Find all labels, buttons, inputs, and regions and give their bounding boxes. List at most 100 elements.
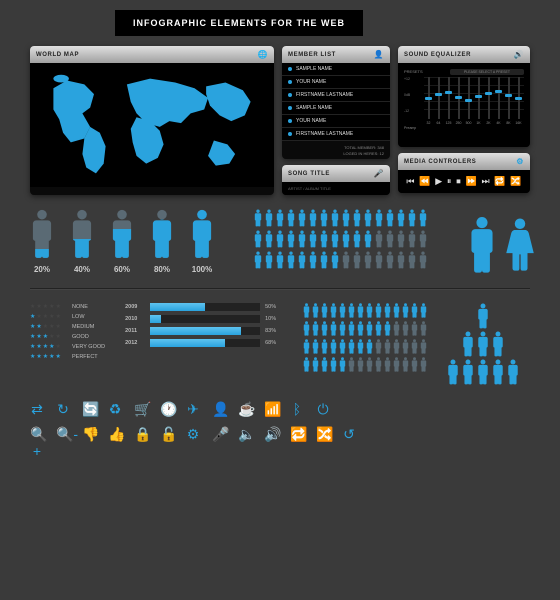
- year-bar-row: 2009 50%: [125, 303, 283, 311]
- song-panel: SONG TITLE 🎤 ARTIST / ALBUM TITLE: [282, 165, 390, 195]
- member-name: YOUR NAME: [296, 118, 326, 124]
- eq-slider[interactable]: 32: [425, 77, 432, 125]
- tiny-person-icon: [393, 303, 400, 318]
- tiny-person-icon: [375, 357, 382, 372]
- tiny-person-icon: [364, 230, 372, 248]
- loop-icon: ↺: [342, 426, 356, 459]
- tiny-person-icon: [276, 251, 284, 269]
- tiny-person-icon: [419, 251, 427, 269]
- eq-slider[interactable]: 16K: [515, 77, 522, 125]
- eq-slider[interactable]: 250: [455, 77, 462, 125]
- member-list-body: SAMPLE NAMEYOUR NAMEFIRSTNAME LASTNAMESA…: [282, 63, 390, 141]
- eq-slider[interactable]: 2K: [485, 77, 492, 125]
- member-row[interactable]: SAMPLE NAME: [282, 102, 390, 115]
- tiny-person-icon: [364, 209, 372, 227]
- tiny-person-icon: [366, 357, 373, 372]
- star-label: VERY GOOD: [72, 344, 105, 350]
- member-row[interactable]: YOUR NAME: [282, 76, 390, 89]
- tiny-person-icon: [397, 209, 405, 227]
- tiny-person-icon: [348, 321, 355, 336]
- member-list-footer: TOTAL MEMBER: 348 LOGED IN HERES: 12: [282, 141, 390, 159]
- eq-slider[interactable]: 8K: [505, 77, 512, 125]
- repeat-icon[interactable]: 🔁: [494, 176, 505, 187]
- member-row[interactable]: FIRSTNAME LASTNAME: [282, 128, 390, 141]
- tiny-person-icon: [276, 230, 284, 248]
- microphone-icon: 🎤: [212, 426, 226, 459]
- prev-icon[interactable]: ⏮: [406, 176, 414, 187]
- tiny-person-icon: [357, 321, 364, 336]
- tiny-person-icon: [321, 303, 328, 318]
- thumbs-up-icon: 👍: [108, 426, 122, 459]
- tiny-person-icon: [419, 209, 427, 227]
- person-fill-label: 40%: [74, 265, 90, 274]
- rewind-icon[interactable]: ⏪: [419, 176, 430, 187]
- plane-icon: ✈: [186, 401, 200, 418]
- picto-row: [254, 251, 427, 269]
- member-online: LOGED IN HERES: 12: [288, 151, 384, 156]
- presets-select[interactable]: PLEASE SELECT A PRESET: [450, 69, 524, 75]
- tiny-person-icon: [265, 230, 273, 248]
- tiny-person-icon: [353, 209, 361, 227]
- status-dot: [288, 132, 292, 136]
- tiny-person-icon: [397, 251, 405, 269]
- member-row[interactable]: FIRSTNAME LASTNAME: [282, 89, 390, 102]
- tiny-person-icon: [303, 321, 310, 336]
- presets-label: PRESETS: [404, 69, 423, 75]
- tiny-person-icon: [384, 357, 391, 372]
- tiny-person-icon: [339, 357, 346, 372]
- tiny-person-icon: [402, 321, 409, 336]
- tiny-person-icon: [321, 321, 328, 336]
- tiny-person-icon: [386, 230, 394, 248]
- member-total: TOTAL MEMBER: 348: [288, 145, 384, 150]
- picto-row: [303, 339, 427, 354]
- eq-slider[interactable]: 1K: [475, 77, 482, 125]
- divider: [30, 288, 530, 289]
- tiny-person-icon: [298, 209, 306, 227]
- star-label: LOW: [72, 314, 85, 320]
- member-row[interactable]: YOUR NAME: [282, 115, 390, 128]
- tiny-person-icon: [330, 321, 337, 336]
- eq-slider[interactable]: 64: [435, 77, 442, 125]
- male-icon: [467, 216, 497, 274]
- eq-slider[interactable]: 4K: [495, 77, 502, 125]
- tiny-person-icon: [353, 251, 361, 269]
- star-label: GOOD: [72, 334, 89, 340]
- equalizer-body: PRESETS PLEASE SELECT A PRESET +12 0dB -…: [398, 63, 530, 147]
- tiny-person-icon: [408, 209, 416, 227]
- gear-icon: ⚙: [186, 426, 200, 459]
- people-fill-row: 20% 40% 60% 80%: [30, 209, 214, 274]
- pause-icon[interactable]: ⏸: [447, 176, 452, 187]
- tiny-person-icon: [393, 321, 400, 336]
- tiny-person-icon: [312, 357, 319, 372]
- tiny-person-icon: [339, 339, 346, 354]
- tiny-person-icon: [254, 230, 262, 248]
- person-icon: [492, 359, 504, 385]
- tiny-person-icon: [330, 339, 337, 354]
- equalizer-side-labels: +12 0dB -12: [404, 77, 422, 125]
- forward-icon[interactable]: ⏩: [465, 176, 476, 187]
- world-map-svg: [34, 67, 270, 183]
- tiny-person-icon: [384, 339, 391, 354]
- eq-slider[interactable]: 500: [465, 77, 472, 125]
- status-dot: [288, 67, 292, 71]
- shuffle-icon[interactable]: 🔀: [510, 176, 521, 187]
- picto-row: [303, 303, 427, 318]
- eq-slider[interactable]: 125: [445, 77, 452, 125]
- bar-track: [150, 327, 260, 335]
- tiny-person-icon: [375, 209, 383, 227]
- stop-icon[interactable]: ⏹: [456, 176, 461, 187]
- star-row: ★★★★★LOW: [30, 313, 105, 320]
- play-icon[interactable]: ▶: [435, 176, 442, 187]
- member-row[interactable]: SAMPLE NAME: [282, 63, 390, 76]
- zoom-in-icon: 🔍+: [30, 426, 44, 459]
- panel-header: SOUND EQUALIZER 🔊: [398, 46, 530, 63]
- tiny-person-icon: [384, 321, 391, 336]
- tiny-person-icon: [342, 230, 350, 248]
- year-bar-chart: 2009 50% 2010 10% 2011 83% 2012 68%: [125, 303, 283, 385]
- tiny-person-icon: [331, 209, 339, 227]
- tiny-person-icon: [330, 303, 337, 318]
- tiny-person-icon: [342, 251, 350, 269]
- star-label: PERFECT: [72, 354, 98, 360]
- star-row: ★★★★★PERFECT: [30, 353, 105, 360]
- next-icon[interactable]: ⏭: [481, 176, 489, 187]
